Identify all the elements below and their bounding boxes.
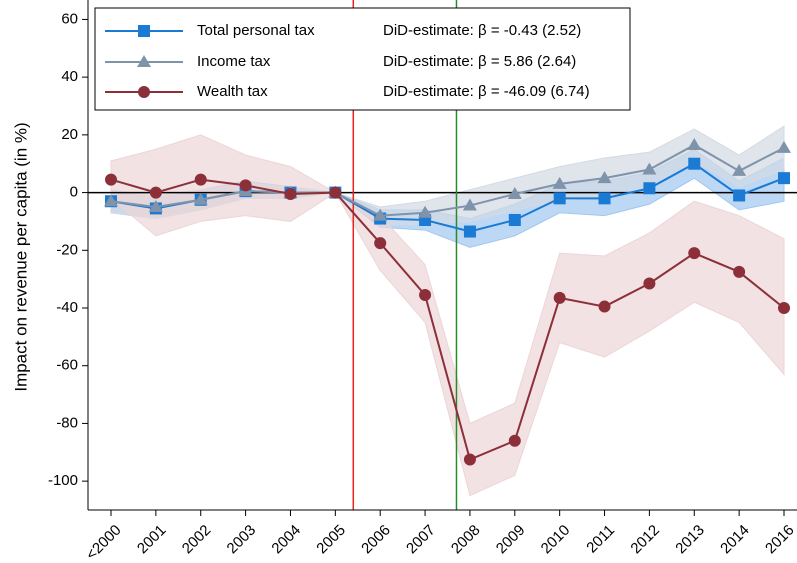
- series-line: [110, 178, 785, 461]
- y-tick-label: 0: [70, 184, 78, 201]
- legend-label: Income tax: [197, 53, 271, 70]
- legend-marker: [137, 55, 151, 67]
- data-point: [597, 171, 612, 184]
- legend-annotation: DiD-estimate: β = -46.09 (6.74): [383, 83, 590, 100]
- x-tick-label: <2000: [83, 522, 125, 563]
- data-point: [642, 162, 657, 175]
- data-point: [732, 163, 747, 176]
- y-tick-label: 40: [61, 68, 78, 85]
- data-point: [463, 225, 476, 238]
- data-point: [778, 302, 790, 314]
- data-point: [194, 173, 207, 186]
- legend-label: Total personal tax: [197, 22, 315, 39]
- x-tick-label: 2001: [134, 522, 170, 558]
- y-tick-label: -80: [56, 414, 78, 431]
- data-point: [643, 182, 656, 195]
- legend-annotation: DiD-estimate: β = 5.86 (2.64): [383, 53, 576, 70]
- data-point: [373, 208, 388, 221]
- legend-annotation: DiD-estimate: β = -0.43 (2.52): [383, 22, 581, 39]
- data-point: [553, 291, 566, 304]
- data-point: [104, 194, 118, 207]
- data-point: [148, 200, 163, 212]
- y-axis-label: Impact on revenue per capita (in %): [11, 122, 30, 391]
- data-point: [419, 289, 432, 302]
- x-tick-label: 2011: [583, 522, 618, 557]
- x-tick-label: 2016: [762, 522, 797, 558]
- data-point: [508, 434, 521, 447]
- data-point: [688, 157, 701, 170]
- x-tick-label: 2014: [717, 522, 753, 558]
- data-point: [239, 179, 252, 192]
- y-tick-label: -40: [56, 299, 78, 316]
- data-point: [149, 186, 162, 199]
- x-tick-label: 2012: [627, 522, 663, 558]
- data-point: [552, 176, 567, 189]
- data-point: [687, 137, 702, 150]
- x-tick-label: 2007: [403, 522, 439, 558]
- x-tick-label: 2005: [313, 522, 349, 558]
- data-point: [688, 247, 701, 260]
- legend-marker: [138, 86, 150, 98]
- data-point: [778, 172, 790, 185]
- data-point: [508, 213, 521, 226]
- confidence-band: [110, 134, 785, 497]
- legend-label: Wealth tax: [197, 83, 268, 100]
- data-point: [329, 186, 342, 199]
- series-line: [110, 143, 785, 217]
- x-tick-label: 2008: [448, 522, 484, 558]
- data-point: [733, 265, 746, 278]
- data-point: [733, 189, 746, 202]
- data-point: [462, 198, 477, 211]
- data-point: [507, 187, 522, 200]
- x-tick-label: 2002: [179, 522, 215, 558]
- data-point: [105, 173, 117, 186]
- data-point: [284, 188, 297, 201]
- y-tick-label: -60: [56, 357, 78, 374]
- x-tick-label: 2010: [538, 522, 574, 558]
- data-point: [418, 205, 433, 218]
- data-point: [643, 277, 656, 290]
- data-point: [193, 192, 208, 205]
- data-point: [553, 192, 566, 205]
- data-point: [777, 140, 791, 153]
- legend-box: [94, 7, 631, 111]
- y-tick-label: -100: [48, 472, 78, 489]
- x-tick-label: 2013: [672, 522, 708, 558]
- data-point: [374, 237, 387, 250]
- y-tick-label: -20: [56, 241, 78, 258]
- legend-marker: [138, 25, 150, 37]
- data-point: [598, 192, 611, 205]
- x-tick-label: 2003: [224, 522, 260, 558]
- data-point: [598, 300, 611, 313]
- x-tick-label: 2004: [268, 522, 304, 558]
- x-tick-label: 2006: [358, 522, 394, 558]
- y-tick-label: 20: [61, 126, 78, 143]
- y-tick-label: 60: [61, 10, 78, 27]
- data-point: [463, 453, 476, 466]
- x-tick-label: 2009: [493, 522, 529, 558]
